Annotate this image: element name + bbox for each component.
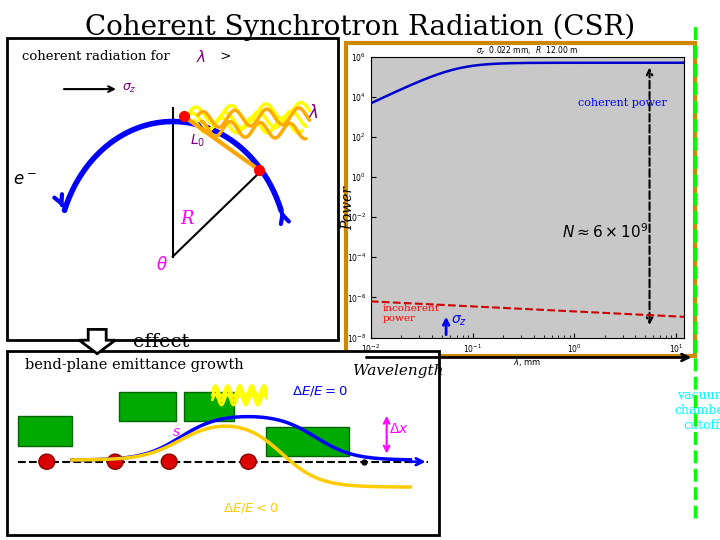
Ellipse shape: [39, 454, 55, 469]
Text: Power: Power: [341, 186, 356, 230]
Ellipse shape: [240, 454, 256, 469]
FancyArrow shape: [79, 329, 115, 354]
Text: R: R: [181, 210, 194, 228]
Text: $\Delta E/E < 0$: $\Delta E/E < 0$: [223, 501, 279, 515]
Text: $\sigma_z$: $\sigma_z$: [451, 314, 467, 328]
Text: $\Delta E/E = 0$: $\Delta E/E = 0$: [292, 384, 348, 399]
Text: $L_0$: $L_0$: [190, 132, 206, 149]
Bar: [7, 38, 338, 340]
Ellipse shape: [161, 454, 177, 469]
Text: $\sigma_z$: $\sigma_z$: [122, 82, 137, 94]
Bar: [7, 351, 439, 535]
X-axis label: $\lambda$, mm: $\lambda$, mm: [513, 356, 541, 368]
Text: $\theta$: $\theta$: [156, 255, 168, 274]
Text: $\lambda$: $\lambda$: [196, 49, 206, 65]
Text: effect: effect: [133, 333, 189, 351]
Text: s: s: [173, 425, 180, 439]
Text: $N \approx 6\times10^9$: $N \approx 6\times10^9$: [562, 222, 648, 240]
Bar: [18, 416, 72, 446]
Text: incoherent
power: incoherent power: [382, 304, 439, 323]
Text: Wavelength: Wavelength: [353, 364, 444, 379]
Text: $e^-$: $e^-$: [13, 172, 37, 190]
Text: bend-plane emittance growth: bend-plane emittance growth: [25, 357, 244, 372]
Text: Coherent Synchrotron Radiation (CSR): Coherent Synchrotron Radiation (CSR): [85, 14, 635, 41]
Text: $\lambda$: $\lambda$: [307, 104, 319, 123]
Text: coherent power: coherent power: [578, 98, 667, 108]
Bar: [346, 43, 695, 356]
Bar: [266, 427, 349, 456]
Text: $\Delta x$: $\Delta x$: [389, 422, 409, 436]
Title: $\sigma_z$  0.022 mm,  $R$  12.00 m: $\sigma_z$ 0.022 mm, $R$ 12.00 m: [476, 44, 579, 57]
Bar: [184, 392, 234, 421]
Bar: [119, 392, 176, 421]
Ellipse shape: [107, 454, 123, 469]
Text: >: >: [216, 50, 231, 63]
Text: coherent radiation for: coherent radiation for: [22, 50, 174, 63]
Text: vacuum
chamber
cutoff: vacuum chamber cutoff: [674, 389, 720, 432]
